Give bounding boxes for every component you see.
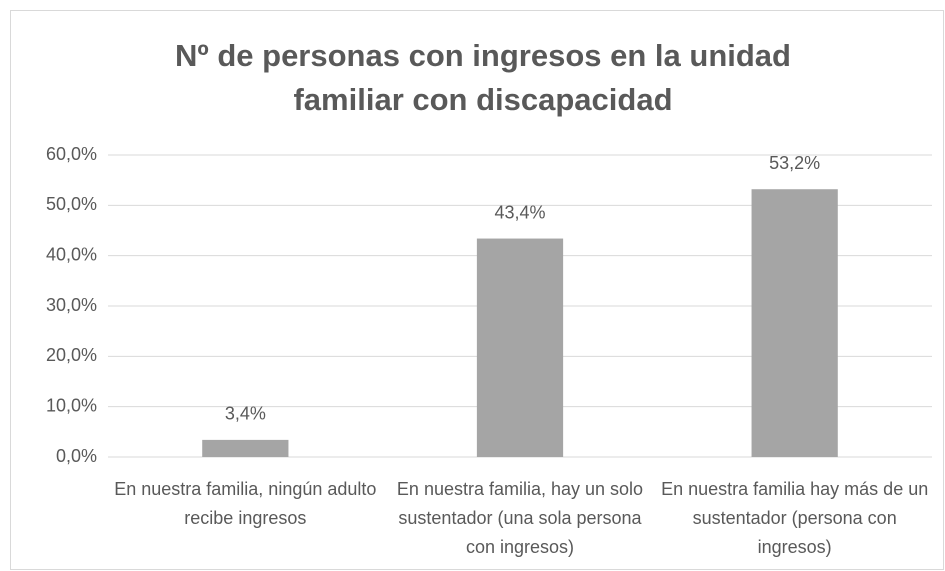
y-tick-label: 0,0% [56,446,97,466]
x-tick-label: En nuestra familia hay más de un sustent… [661,479,929,557]
bar [751,189,838,457]
data-label: 43,4% [494,202,545,222]
chart-title: Nº de personas con ingresos en la unidad… [175,38,791,117]
bar [202,439,289,457]
y-tick-label: 60,0% [46,144,97,164]
data-label: 3,4% [225,404,266,424]
chart-frame [10,10,944,570]
y-tick-label: 20,0% [46,345,97,365]
y-tick-label: 50,0% [46,194,97,214]
y-tick-label: 40,0% [46,244,97,264]
x-tick-label: En nuestra familia, hay un solo sustenta… [396,479,644,557]
y-tick-label: 30,0% [46,295,97,315]
bar [476,238,564,457]
x-tick-label: En nuestra familia, ningún adulto recibe… [114,479,377,528]
data-label: 53,2% [769,153,820,173]
y-tick-label: 10,0% [46,395,97,415]
